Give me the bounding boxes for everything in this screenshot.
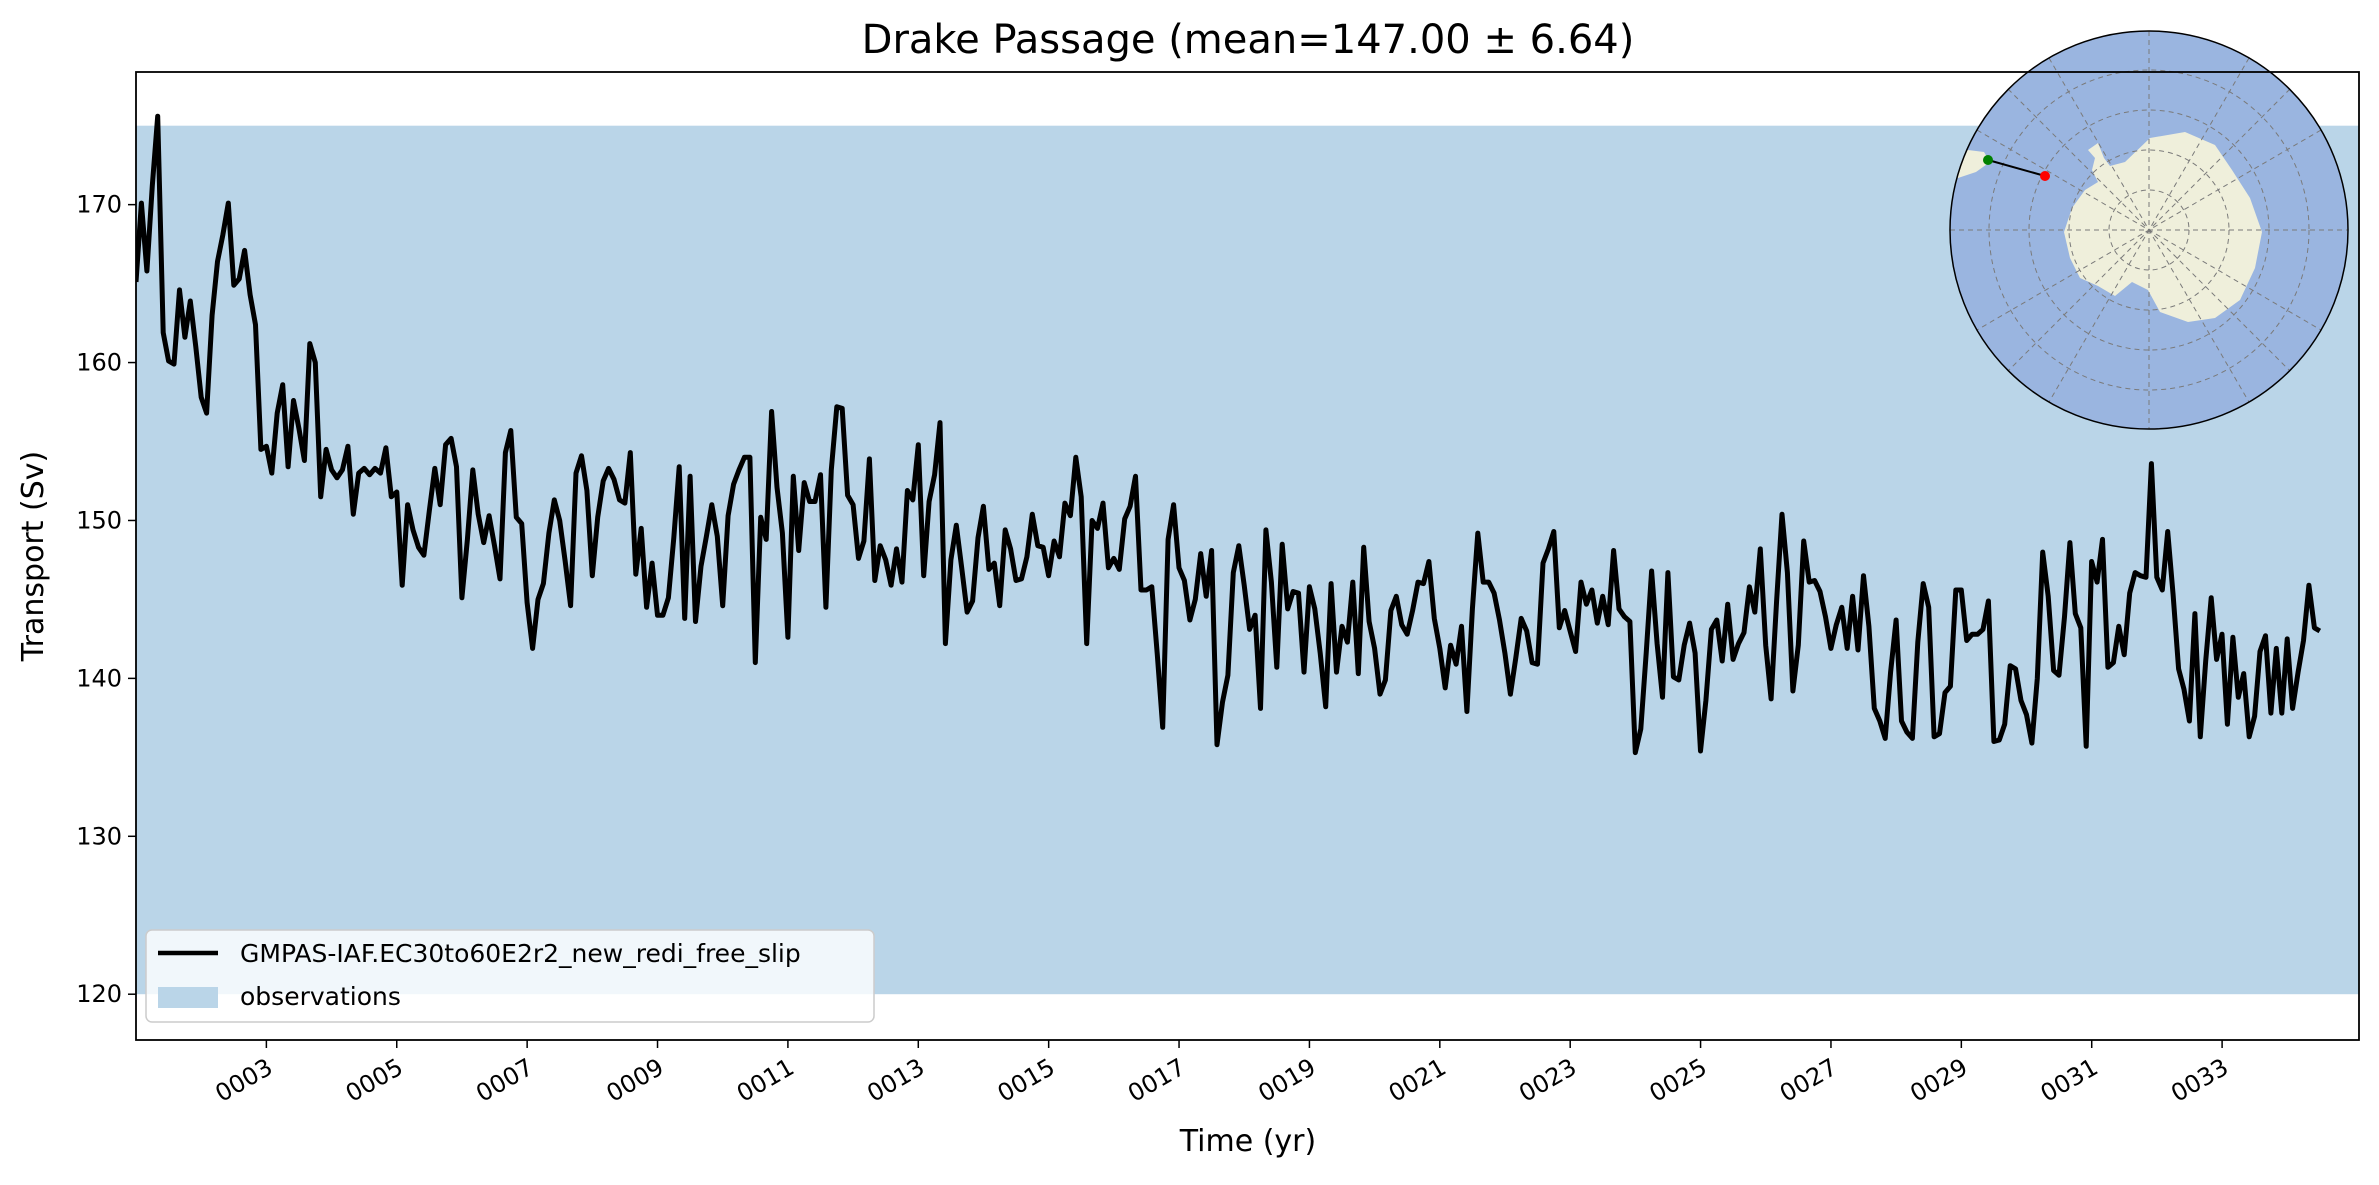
y-tick-label: 120 (76, 980, 122, 1008)
y-tick-label: 170 (76, 191, 122, 219)
x-tick-label: 0031 (2036, 1053, 2103, 1108)
plot-frame (135, 71, 2360, 1041)
x-tick-label: 0015 (993, 1053, 1060, 1108)
x-tick-label: 0009 (602, 1053, 669, 1108)
x-tick-label: 0011 (732, 1053, 799, 1108)
x-tick-label: 0013 (862, 1053, 929, 1108)
x-tick-label: 0005 (341, 1053, 408, 1108)
x-tick-label: 0021 (1384, 1053, 1451, 1108)
section-end-marker (2040, 171, 2050, 181)
x-tick-label: 0025 (1645, 1053, 1712, 1108)
x-tick-label: 0023 (1514, 1053, 1581, 1108)
x-tick-label: 0027 (1775, 1053, 1842, 1108)
section-line (1987, 159, 2046, 177)
legend: GMPAS-IAF.EC30to60E2r2_new_redi_free_sli… (145, 929, 875, 1023)
x-tick-label: 0017 (1123, 1053, 1190, 1108)
y-axis: 120 130 140 150 160 170 (76, 191, 136, 1008)
x-axis-label: Time (yr) (1179, 1124, 1316, 1159)
map-border (1949, 30, 2349, 430)
series-layer (136, 113, 2322, 756)
legend-label-observations: observations (240, 982, 401, 1011)
y-tick-label: 130 (76, 822, 122, 850)
legend-band-swatch (158, 987, 218, 1008)
section-start-marker (1983, 155, 1993, 165)
legend-box (145, 929, 875, 1023)
x-tick-label: 0029 (1905, 1053, 1972, 1108)
x-tick-label: 0033 (2166, 1053, 2233, 1108)
map-graticule (1950, 31, 2348, 429)
y-tick-label: 140 (76, 664, 122, 692)
y-tick-label: 160 (76, 349, 122, 377)
y-axis-label: Transport (Sv) (16, 451, 51, 663)
chart-title: Drake Passage (mean=147.00 ± 6.64) (862, 17, 1635, 63)
legend-label-model: GMPAS-IAF.EC30to60E2r2_new_redi_free_sli… (240, 939, 801, 968)
series-line-0 (136, 113, 2322, 756)
y-tick-label: 150 (76, 506, 122, 534)
x-tick-label: 0007 (471, 1053, 538, 1108)
antarctica-land (2064, 132, 2262, 322)
x-axis: 0003 0005 0007 0009 0011 0013 0015 0017 0019 0021… (210, 1040, 2233, 1108)
x-tick-label: 0019 (1254, 1053, 1321, 1108)
x-tick-label: 0003 (210, 1053, 277, 1108)
inset-map (1949, 30, 2349, 430)
